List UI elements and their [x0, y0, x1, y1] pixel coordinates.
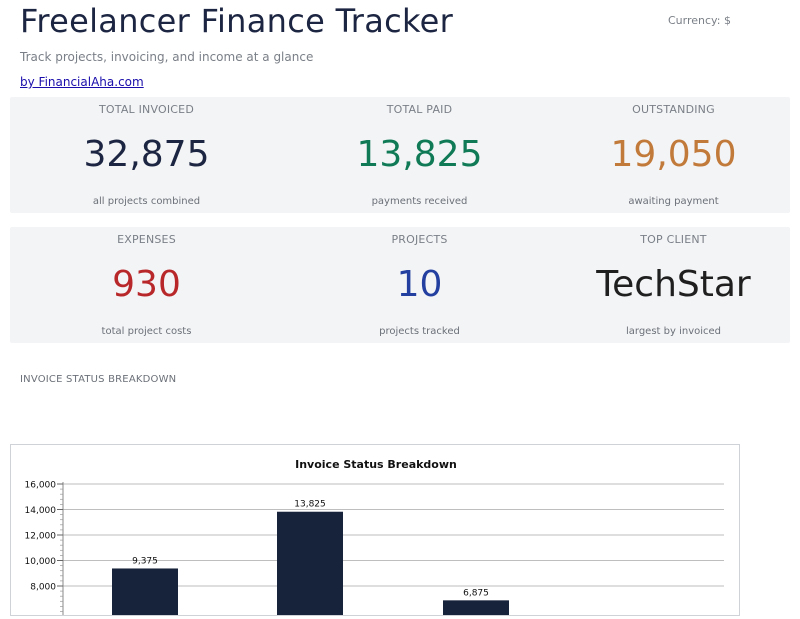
metric-note: projects tracked: [379, 326, 460, 337]
metric-label: TOTAL INVOICED: [98, 103, 194, 116]
bar-value-label: 13,825: [294, 500, 326, 510]
bar: [443, 600, 509, 615]
byline-link[interactable]: by FinancialAha.com: [20, 75, 144, 89]
currency-indicator: Currency: $: [668, 14, 731, 27]
metric-note: payments received: [371, 196, 468, 207]
y-tick-label: 14,000: [25, 506, 57, 516]
chart-canvas: Invoice Status Breakdown 8,000 10,000 12,0…: [25, 458, 724, 615]
section-heading-invoice-status: INVOICE STATUS BREAKDOWN: [20, 374, 177, 385]
chart-bars: [112, 511, 509, 615]
metric-note: largest by invoiced: [625, 326, 722, 337]
page-title: Freelancer Finance Tracker: [20, 2, 454, 40]
y-tick-label: 10,000: [25, 557, 57, 567]
metric-value: 19,050: [610, 134, 737, 175]
chart-y-axis: 8,000 10,000 12,000 14,000 16,000: [25, 481, 64, 615]
metric-note: total project costs: [101, 326, 192, 337]
y-tick-label: 8,000: [30, 583, 56, 593]
metric-label: OUTSTANDING: [632, 103, 715, 116]
metric-label: TOP CLIENT: [640, 233, 707, 246]
y-tick-label: 12,000: [25, 532, 57, 542]
chart-title: Invoice Status Breakdown: [295, 458, 457, 471]
metric-card-outstanding: OUTSTANDING 19,050 awaiting payment: [537, 97, 800, 213]
metric-card-projects: PROJECTS 10 projects tracked: [283, 227, 556, 343]
metric-card-top-client: TOP CLIENT TechStar largest by invoiced: [537, 227, 800, 343]
bar: [112, 568, 178, 615]
metric-value: 930: [112, 264, 181, 305]
metric-label: PROJECTS: [391, 233, 448, 246]
bar-value-label: 6,875: [463, 588, 489, 598]
bar-value-label: 9,375: [132, 556, 158, 566]
metric-value: 32,875: [83, 134, 210, 175]
metric-card-expenses: EXPENSES 930 total project costs: [10, 227, 283, 343]
metric-note: awaiting payment: [628, 196, 719, 207]
chart-gridlines: [63, 483, 724, 587]
y-tick-label: 16,000: [25, 481, 57, 491]
metric-label: EXPENSES: [117, 233, 176, 246]
invoice-status-chart: Invoice Status Breakdown 8,000 10,000 12,0…: [10, 444, 740, 616]
metric-note: all projects combined: [92, 196, 201, 207]
metric-label: TOTAL PAID: [386, 103, 453, 116]
metric-card-total-invoiced: TOTAL INVOICED 32,875 all projects combi…: [10, 97, 283, 213]
metric-card-total-paid: TOTAL PAID 13,825 payments received: [283, 97, 556, 213]
chart-data-labels: 9,375 13,825 6,875: [132, 500, 489, 599]
metric-value: 10: [396, 264, 443, 305]
metrics-row-secondary: EXPENSES 930 total project costs PROJECT…: [10, 227, 790, 343]
metric-value: 13,825: [356, 134, 483, 175]
bar: [277, 511, 343, 615]
metrics-row-primary: TOTAL INVOICED 32,875 all projects combi…: [10, 97, 790, 213]
page-subtitle: Track projects, invoicing, and income at…: [20, 50, 314, 64]
metric-value: TechStar: [596, 264, 751, 305]
